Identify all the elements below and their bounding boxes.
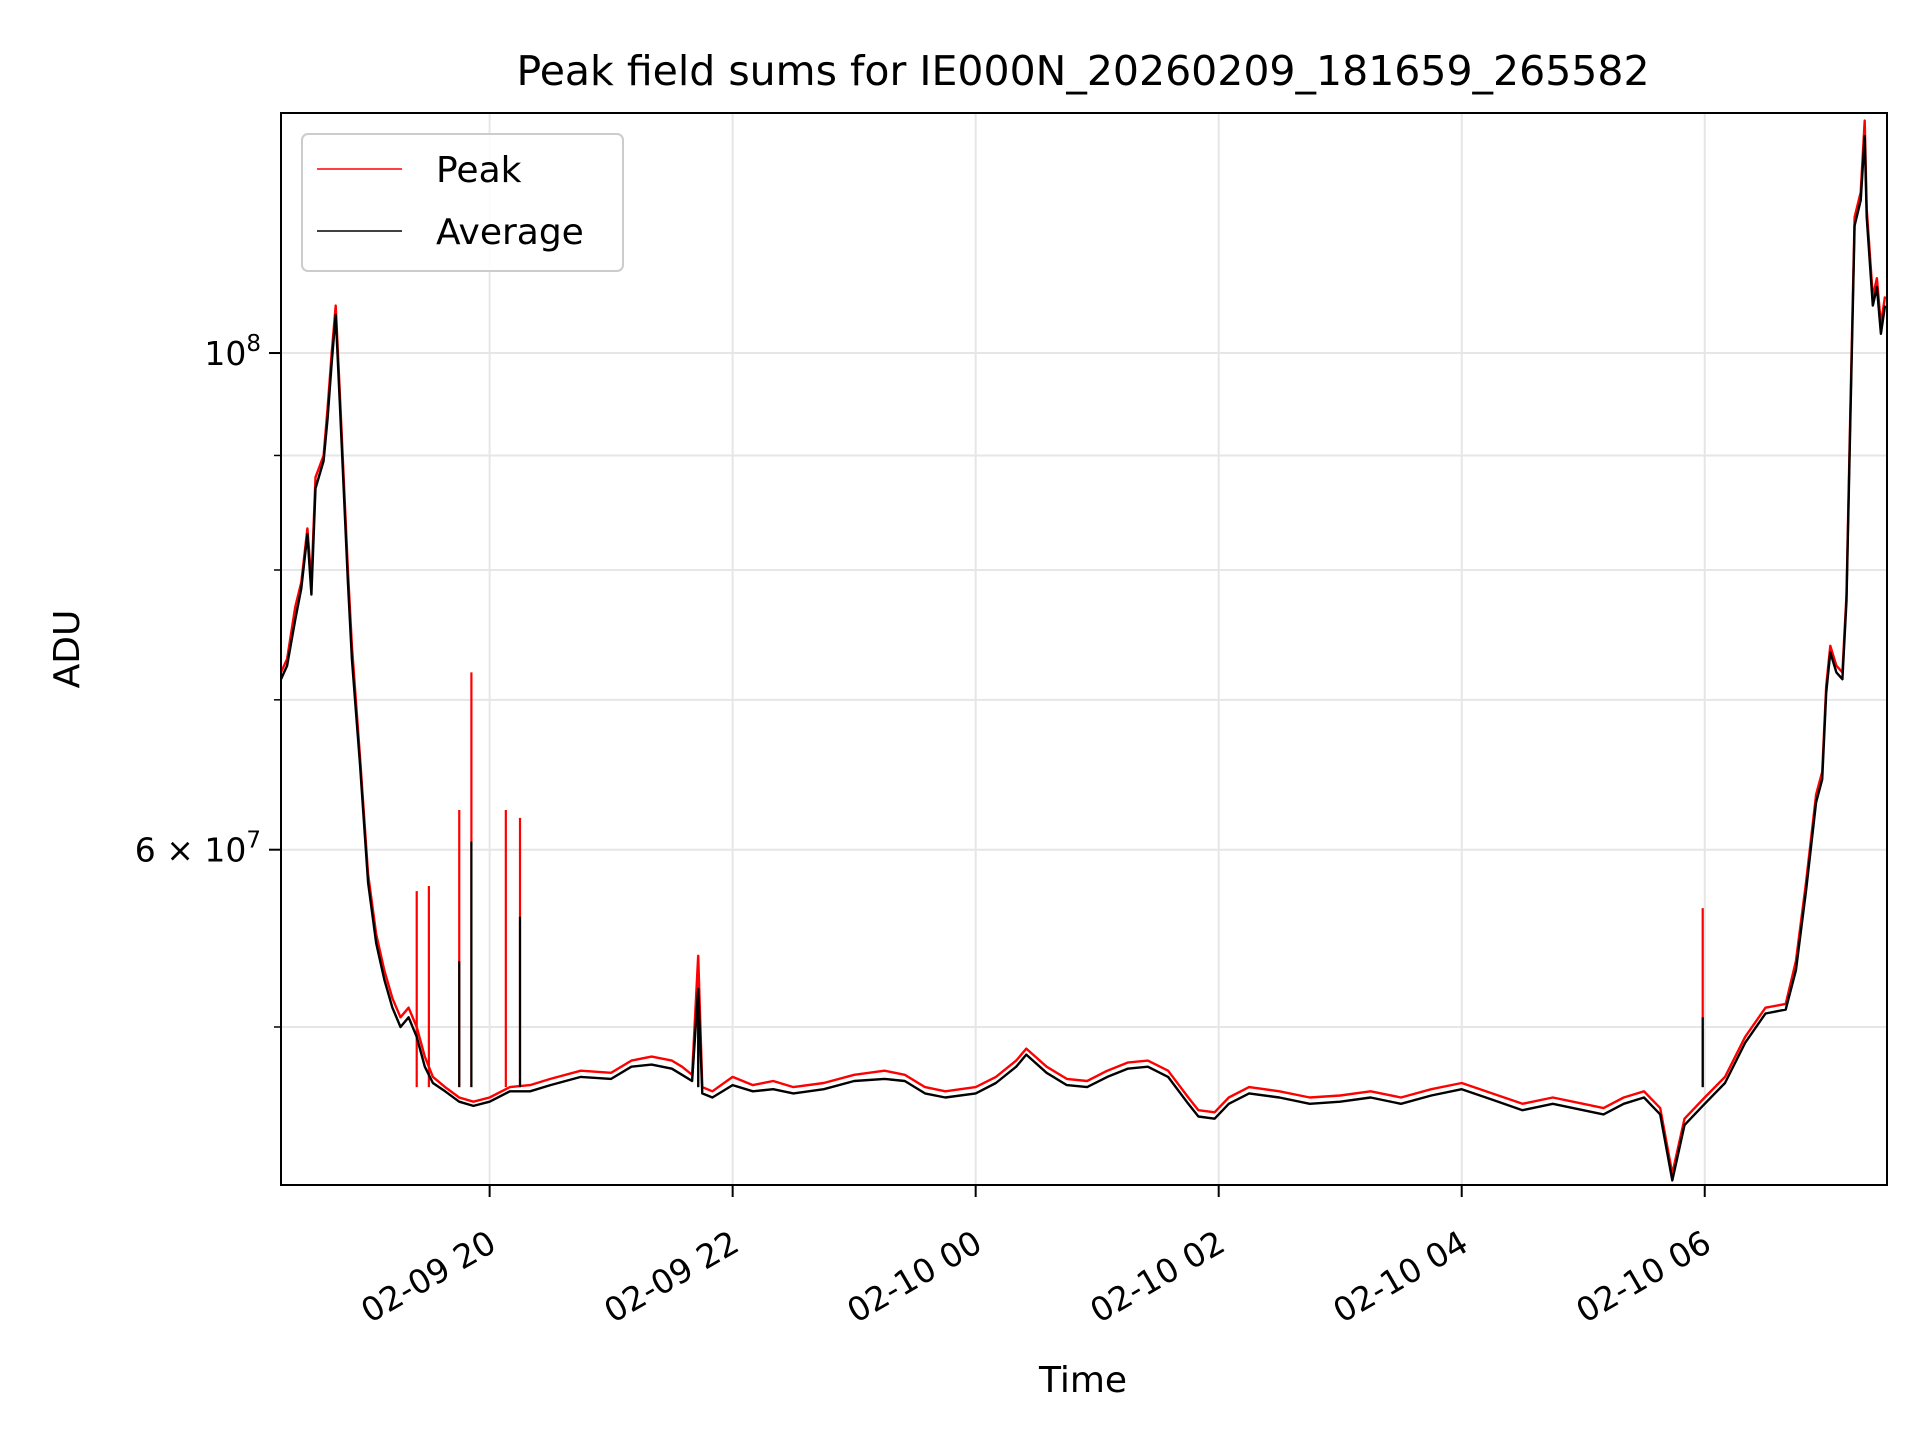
legend-label-peak: Peak <box>436 150 522 191</box>
y-tick-label: 6 × 107 <box>135 828 261 870</box>
legend: Peak Average <box>301 133 624 272</box>
y-tick-label: 108 <box>204 331 261 373</box>
plot-frame <box>280 112 1888 1186</box>
y-axis-ticks: 108 6 × 107 <box>135 331 281 1028</box>
x-axis-label: Time <box>1038 1360 1127 1401</box>
x-tick-label: 02-10 04 <box>1326 1223 1474 1331</box>
x-tick-label: 02-10 02 <box>1083 1223 1231 1331</box>
y-axis-label: ADU <box>47 610 88 689</box>
series-line-average <box>279 134 1887 1182</box>
legend-label-average: Average <box>436 212 584 253</box>
x-tick-label: 02-10 06 <box>1569 1223 1717 1331</box>
x-tick-label: 02-09 20 <box>354 1223 502 1331</box>
x-tick-label: 02-10 00 <box>840 1223 988 1331</box>
plot-series <box>279 119 1887 1182</box>
x-tick-label: 02-09 22 <box>597 1223 745 1331</box>
series-line-peak <box>279 119 1887 1175</box>
chart-title: Peak field sums for IE000N_20260209_1816… <box>516 47 1649 95</box>
grid <box>281 113 1887 1185</box>
x-axis-ticks: 02-09 20 02-09 22 02-10 00 02-10 02 02-10 04… <box>354 1185 1717 1331</box>
